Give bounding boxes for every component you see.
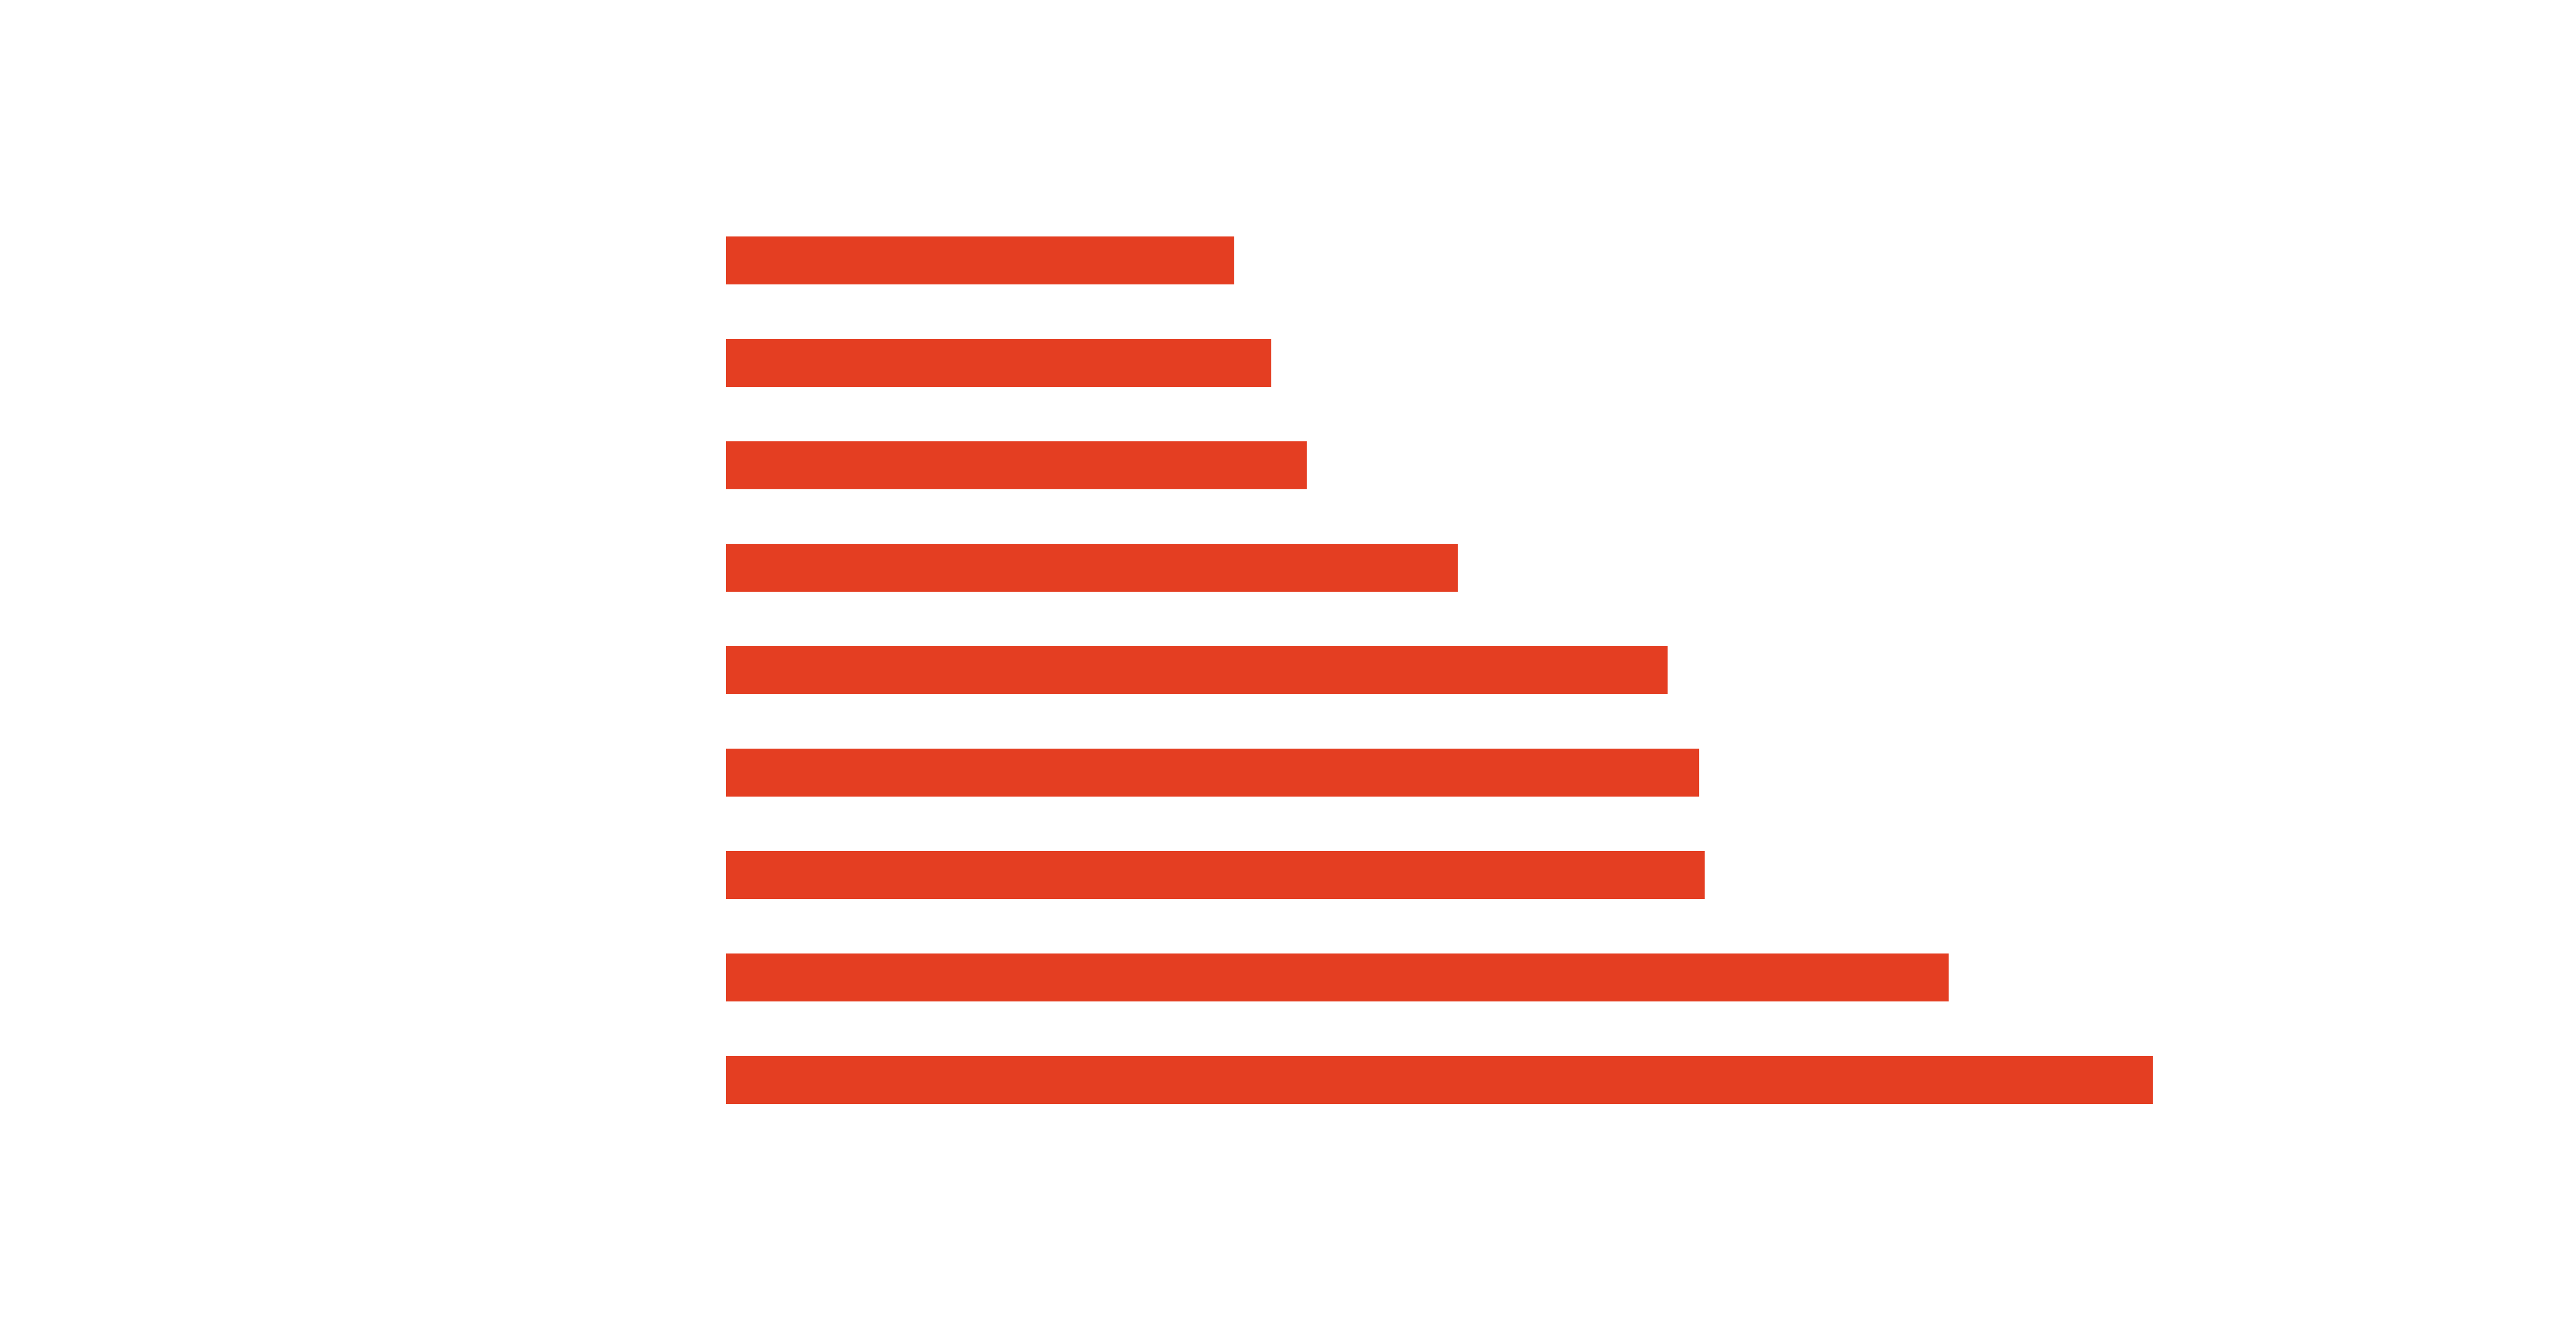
bar-8 [726, 953, 1949, 1001]
bar-2 [726, 339, 1271, 387]
bar-1 [726, 236, 1234, 284]
bar-4 [726, 544, 1458, 592]
bar-9 [726, 1056, 2153, 1104]
bar-7 [726, 851, 1705, 899]
bar-3 [726, 441, 1307, 489]
bars-group [726, 236, 2153, 1104]
bar-6 [726, 749, 1700, 797]
bar-5 [726, 646, 1668, 694]
